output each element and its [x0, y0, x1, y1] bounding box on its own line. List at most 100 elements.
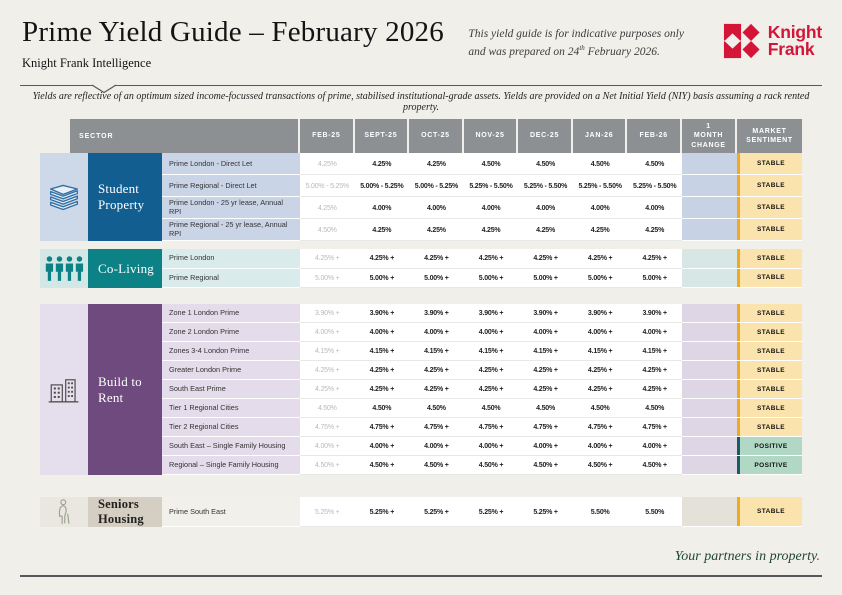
yield-table: SECTOR FEB-25 SEPT-25 OCT-25 NOV-25 DEC-… — [40, 119, 802, 527]
yield-value: 4.25% + — [300, 380, 355, 399]
yield-value: 4.15% + — [627, 342, 682, 361]
yield-value: 4.75% + — [463, 418, 519, 437]
sentiment-cell: STABLE — [737, 418, 802, 437]
row-label: Zone 1 London Prime — [162, 304, 300, 323]
yield-value: 5.25% - 5.50% — [572, 175, 628, 197]
yield-value: 3.90% + — [627, 304, 682, 323]
row-label: Prime Regional - Direct Let — [162, 175, 300, 197]
sector-label: Co-Living — [88, 249, 162, 288]
yield-value: 4.00% — [627, 197, 682, 219]
yield-value: 4.25% — [300, 197, 355, 219]
sentiment-cell: STABLE — [737, 197, 802, 219]
sentiment-badge: STABLE — [737, 197, 802, 218]
yield-note: Yields are reflective of an optimum size… — [32, 91, 810, 113]
yield-value: 4.25% — [463, 219, 519, 241]
yield-value: 4.50% — [572, 399, 628, 418]
yield-value: 5.00% + — [354, 268, 410, 288]
yield-value: 4.50% — [572, 153, 628, 175]
yield-value: 4.50% — [409, 399, 464, 418]
column-header-month: FEB-26 — [627, 119, 682, 153]
yield-value: 4.00% — [463, 197, 519, 219]
yield-value: 4.00% — [518, 197, 573, 219]
yield-value: 4.50% + — [354, 456, 410, 475]
column-header-sector: SECTOR — [70, 119, 300, 153]
masthead: Prime Yield Guide – February 2026 Knight… — [22, 16, 444, 71]
row-label: Prime London - Direct Let — [162, 153, 300, 175]
sentiment-badge: POSITIVE — [737, 456, 802, 474]
yield-value: 5.00% - 5.25% — [354, 175, 410, 197]
sentiment-cell: POSITIVE — [737, 456, 802, 475]
sector-label: Seniors Housing — [88, 497, 162, 527]
sector-label: Build to Rent — [88, 304, 162, 475]
yield-value: 4.25% + — [354, 361, 410, 380]
yield-value: 4.25% — [518, 219, 573, 241]
sentiment-badge: STABLE — [737, 361, 802, 379]
yield-value: 5.25% + — [518, 497, 573, 527]
yield-value: 4.25% + — [354, 249, 410, 269]
yield-value: 4.00% — [354, 197, 410, 219]
sentiment-cell: STABLE — [737, 175, 802, 197]
yield-value: 3.90% + — [300, 304, 355, 323]
yield-value: 4.25% + — [409, 249, 464, 269]
yield-value: 4.15% + — [300, 342, 355, 361]
yield-value: 4.15% + — [354, 342, 410, 361]
one-month-change-cell — [682, 342, 737, 361]
yield-value: 5.25% - 5.50% — [518, 175, 573, 197]
yield-value: 4.00% + — [627, 323, 682, 342]
row-label: Greater London Prime — [162, 361, 300, 380]
row-label: South East Prime — [162, 380, 300, 399]
yield-value: 4.25% + — [627, 249, 682, 269]
yield-value: 4.75% + — [300, 418, 355, 437]
sentiment-cell: STABLE — [737, 323, 802, 342]
sentiment-cell: STABLE — [737, 249, 802, 269]
yield-value: 5.00% + — [627, 268, 682, 288]
footer-tagline: Your partners in property. — [674, 549, 820, 564]
sentiment-cell: STABLE — [737, 361, 802, 380]
yield-value: 4.25% + — [463, 380, 519, 399]
yield-value: 3.90% + — [572, 304, 628, 323]
yield-value: 4.25% + — [627, 380, 682, 399]
yield-value: 4.25% + — [572, 249, 628, 269]
people-icon — [40, 249, 88, 288]
yield-value: 4.00% — [409, 197, 464, 219]
one-month-change-cell — [682, 268, 737, 288]
row-label: Regional – Single Family Housing — [162, 456, 300, 475]
yield-value: 5.00% + — [300, 268, 355, 288]
yield-value: 4.25% + — [518, 380, 573, 399]
row-label: South East – Single Family Housing — [162, 437, 300, 456]
yield-value: 5.00% - 5.25% — [300, 175, 355, 197]
column-header-sentiment: MARKET SENTIMENT — [737, 119, 802, 153]
sector-group: Co-Living Prime London 4.25% +4.25% +4.25%… — [40, 249, 802, 288]
yield-value: 4.15% + — [409, 342, 464, 361]
one-month-change-cell — [682, 418, 737, 437]
yield-value: 4.50% — [300, 219, 355, 241]
yield-value: 4.00% + — [518, 323, 573, 342]
row-label: Prime Regional — [162, 268, 300, 288]
yield-value: 4.50% — [627, 399, 682, 418]
yield-value: 4.50% + — [518, 456, 573, 475]
sentiment-badge: STABLE — [737, 219, 802, 240]
column-header-change: 1 MONTH CHANGE — [682, 119, 737, 153]
yield-value: 4.25% + — [572, 361, 628, 380]
yield-value: 4.25% + — [463, 249, 519, 269]
yield-value: 4.50% — [463, 399, 519, 418]
yield-value: 4.00% + — [300, 323, 355, 342]
sentiment-cell: STABLE — [737, 219, 802, 241]
yield-value: 4.25% — [572, 219, 628, 241]
yield-value: 4.75% + — [409, 418, 464, 437]
yield-value: 5.25% + — [300, 497, 355, 527]
row-label: Prime Regional - 25 yr lease, Annual RPI — [162, 219, 300, 241]
yield-value: 5.25% + — [463, 497, 519, 527]
yield-value: 4.15% + — [572, 342, 628, 361]
sentiment-badge: STABLE — [737, 304, 802, 322]
yield-value: 4.75% + — [572, 418, 628, 437]
yield-value: 4.75% + — [627, 418, 682, 437]
yield-value: 5.00% + — [572, 268, 628, 288]
yield-value: 5.50% — [627, 497, 682, 527]
page-header: Prime Yield Guide – February 2026 Knight… — [0, 0, 842, 71]
yield-value: 3.90% + — [518, 304, 573, 323]
yield-value: 4.25% + — [518, 249, 573, 269]
yield-value: 5.25% - 5.50% — [627, 175, 682, 197]
yield-value: 3.90% + — [463, 304, 519, 323]
divider-notch-icon — [92, 84, 116, 93]
